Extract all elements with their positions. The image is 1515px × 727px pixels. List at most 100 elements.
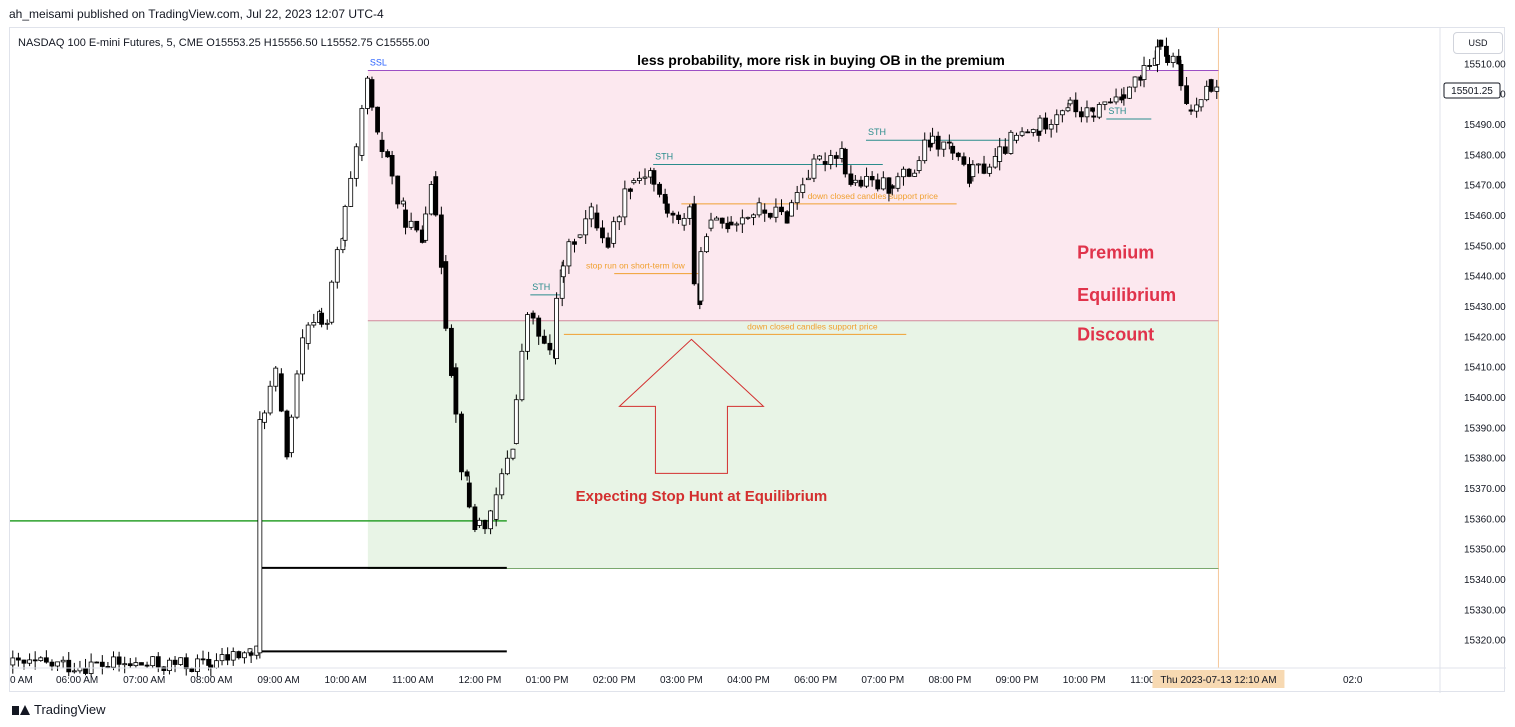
crosshair-time-label: Thu 2023-07-13 12:10 AM [1160, 675, 1276, 686]
candle-body-down [961, 156, 967, 165]
candle-body-up [789, 202, 794, 217]
candle-body-down [449, 327, 454, 376]
candle [560, 259, 566, 283]
candlestick-chart[interactable]: 15320.00 15330.00 15340.00 15350.00 15360.00… [10, 28, 1506, 693]
stop-hunt-annotation: Expecting Stop Hunt at Equilibrium [576, 488, 828, 505]
candle [704, 233, 709, 254]
stop-run-line-label: stop run on short-term low [586, 261, 686, 271]
candle-body-down [728, 221, 734, 226]
candle-body-down [464, 471, 470, 477]
candle-body-up [504, 457, 510, 475]
candle [670, 210, 676, 224]
candle-body-up [305, 324, 311, 344]
candle-body-up [622, 188, 628, 218]
time-tick-label: 09:00 PM [996, 675, 1039, 686]
price-tick-label: 15320.00 [1464, 636, 1506, 647]
candle [379, 131, 385, 159]
candle-body-up [150, 656, 156, 667]
candle [794, 185, 800, 210]
symbol-line: NASDAQ 100 E-mini Futures, 5, CME O15553… [18, 37, 430, 49]
candle [970, 160, 976, 182]
candle [719, 217, 725, 229]
candle [916, 156, 922, 174]
candle-body-down [369, 79, 375, 108]
candle [1214, 79, 1220, 99]
candle-body-down [767, 212, 773, 218]
candle-body-up [38, 657, 44, 661]
candle-body-up [353, 146, 359, 179]
time-tick-label: 01:00 PM [526, 675, 569, 686]
candle [443, 255, 449, 332]
candle [725, 216, 731, 233]
candle [127, 657, 133, 669]
candle [1067, 97, 1073, 107]
candle [459, 411, 464, 481]
candle-body-up [1008, 131, 1014, 154]
candle-body-down [950, 145, 956, 154]
discount-label: Discount [1077, 324, 1154, 344]
candle-body-up [111, 656, 116, 668]
currency-button[interactable]: USD [1453, 32, 1503, 54]
candle [833, 151, 839, 168]
candle [1037, 115, 1043, 134]
candle [858, 176, 864, 189]
candle-body-up [230, 651, 236, 661]
chart-title: less probability, more risk in buying OB… [637, 52, 1005, 68]
candle-body-down [842, 148, 848, 175]
candle-body-down [183, 657, 189, 670]
candle [319, 307, 325, 328]
candle [637, 171, 642, 184]
candle [1043, 112, 1048, 134]
candle-body-down [691, 203, 697, 285]
chart-frame[interactable]: 15320.00 15330.00 15340.00 15350.00 15360.00… [9, 27, 1506, 693]
candle-body-up [794, 192, 800, 204]
candle-body-up [329, 281, 335, 323]
candle [519, 343, 525, 402]
candle [466, 475, 472, 509]
candle [284, 409, 290, 460]
candle-body-down [651, 170, 657, 185]
candle [122, 656, 128, 674]
candle [784, 210, 790, 224]
candle-body-down [66, 659, 72, 673]
candle-body-up [262, 412, 267, 423]
candle [864, 167, 869, 189]
candle [541, 329, 547, 345]
candle-body-up [1054, 114, 1060, 125]
candle-body-down [319, 312, 325, 325]
candle-body-down [144, 664, 150, 667]
candle-body-down [99, 661, 105, 667]
candle-body-up [864, 176, 869, 187]
candle [225, 647, 231, 666]
candle [664, 196, 670, 218]
candle-body-up [642, 176, 648, 179]
candle [1170, 52, 1176, 68]
candle-body-up [400, 200, 406, 205]
candle [611, 216, 617, 248]
candle [365, 76, 370, 115]
candle [77, 660, 83, 674]
candle [1054, 109, 1060, 133]
candle [789, 199, 794, 217]
candle [1030, 128, 1036, 137]
candle [895, 172, 901, 192]
candle [464, 469, 470, 481]
price-tick-label: 15360.00 [1464, 514, 1506, 525]
candle-body-up [289, 416, 294, 454]
candle [875, 173, 881, 192]
candle [513, 394, 519, 445]
candle-body-down [375, 106, 380, 133]
candle [111, 651, 116, 671]
time-tick-label: 10:00 PM [1063, 675, 1106, 686]
candle [144, 661, 150, 669]
candle [369, 76, 375, 111]
candle [1132, 76, 1138, 93]
candle [150, 656, 156, 669]
candle [1158, 39, 1164, 50]
candle-body-down [725, 222, 731, 230]
candle-body-up [525, 314, 530, 352]
candle-body-down [433, 176, 439, 216]
candle [1113, 88, 1119, 105]
price-tick-label: 15490.00 [1464, 120, 1506, 131]
candle-body-up [773, 206, 779, 218]
